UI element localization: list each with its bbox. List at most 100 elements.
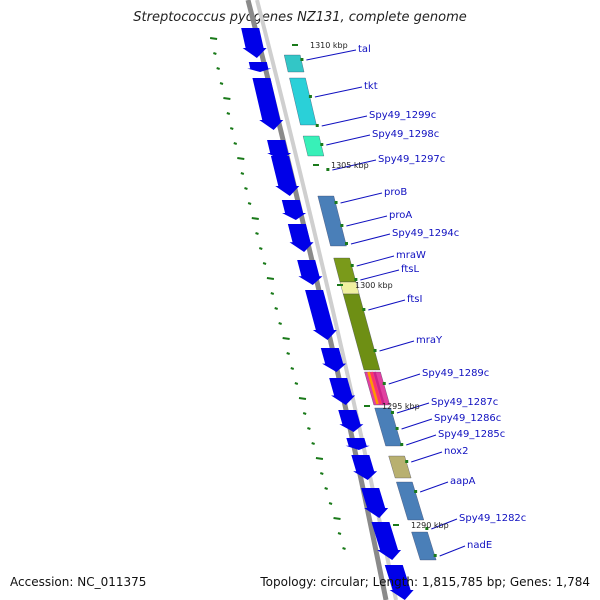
gene-label: Spy49_1299c [369,110,436,121]
gene-feature-stripe [367,371,379,405]
gene-arrow [384,565,414,600]
gene-feature [342,293,381,371]
label-leader [326,134,371,146]
gene-tick [350,264,354,267]
label-leaders [300,49,466,557]
gene-arrow [371,522,402,560]
gene-arrow [252,78,284,130]
gene-tick [425,527,429,530]
scale-tick [319,472,324,475]
gene-arrow [241,28,267,58]
gene-labels: tal tkt Spy49_1299c Spy49_1298c Spy49_1297cp… [358,44,526,551]
gene-feature [411,531,437,561]
scale-tick [258,247,263,250]
scale-tick [237,157,245,160]
scale-label: 1305 kbp [331,161,369,170]
gene-tick [320,143,324,146]
gene-arrow [361,488,389,518]
gene-label: nox2 [444,446,468,457]
gene-arrows [241,28,414,600]
scale-tick [247,202,252,205]
gene-label: Spy49_1287c [431,397,498,408]
label-leader [314,86,363,98]
gene-arrow [247,62,272,72]
map-title: Streptococcus pyogenes NZ131, complete g… [133,10,467,25]
scale-tick [333,517,341,520]
scale-tick [294,382,299,385]
scale-tick [274,307,279,310]
gene-tick [326,168,330,171]
kbp-scale [209,37,346,550]
gene-tick [390,411,394,414]
scale-label: 1295 kbp [382,402,420,411]
scale-tick [337,532,342,535]
gene-feature [317,195,347,247]
scale-tick [229,127,234,130]
label-leader [419,481,449,493]
label-leader [356,255,395,267]
gene-tick [354,278,358,281]
gene-feature [396,481,425,521]
label-leader [406,434,437,446]
label-leader [306,49,357,61]
scale-tick [282,337,290,340]
gene-tick [433,554,437,557]
scale-tick [311,442,315,445]
scale-label: 1300 kbp [355,281,393,290]
gene-feature-stripe [373,371,385,405]
label-leader [332,159,377,171]
scale-tick [262,262,267,265]
gene-arrow [297,260,323,285]
gene-arrow [287,224,314,252]
label-leader [340,192,383,204]
gene-label: proB [384,187,407,198]
topology-summary: Topology: circular; Length: 1,815,785 bp… [260,575,590,589]
gene-feature [388,455,412,479]
gene-tick [334,201,338,204]
gene-tick [344,242,348,245]
label-leader [379,340,415,352]
scale-tick [278,322,282,325]
scale-tick [324,487,328,490]
gene-arrow [270,156,300,196]
scale-labels: 1310 kbp 1305 kbp 1300 kbp 1295 kbp 1290 kbp [292,41,449,530]
gene-label: Spy49_1297c [378,154,445,165]
gene-feature [333,257,357,283]
label-leader [368,299,406,311]
gene-arrow [320,348,347,372]
gene-tick [362,308,366,311]
label-leader [388,373,421,385]
scale-tick [302,412,307,415]
gene-arrow [267,140,292,160]
gene-label: proA [389,210,412,221]
label-leader [439,545,466,557]
scale-tick [216,67,220,70]
gene-label: Spy49_1289c [422,368,489,379]
gene-feature-stripe [370,371,382,405]
label-leader [350,233,391,245]
gene-arrow [329,378,356,405]
scale-tick [219,82,224,85]
scale-tick [266,277,275,280]
gene-tick [405,460,409,463]
scale-tick [251,217,259,220]
gene-label: tal [358,44,371,55]
gene-label: Spy49_1286c [434,413,501,424]
label-leader [411,451,443,463]
scale-tick [240,172,245,175]
scale-tick [244,187,248,190]
scale-tick [290,367,295,370]
gene-label: nadE [467,540,492,551]
gene-label: tkt [364,81,378,92]
label-leader [401,418,433,430]
label-leader [431,518,458,530]
scale-tick [298,397,307,400]
label-leader [321,115,368,127]
gene-arrow [281,200,307,220]
gene-tick [300,58,304,61]
gene-tick [373,349,377,352]
gene-feature [284,54,305,73]
scale-label: 1310 kbp [310,41,348,50]
gene-tick [340,224,344,227]
